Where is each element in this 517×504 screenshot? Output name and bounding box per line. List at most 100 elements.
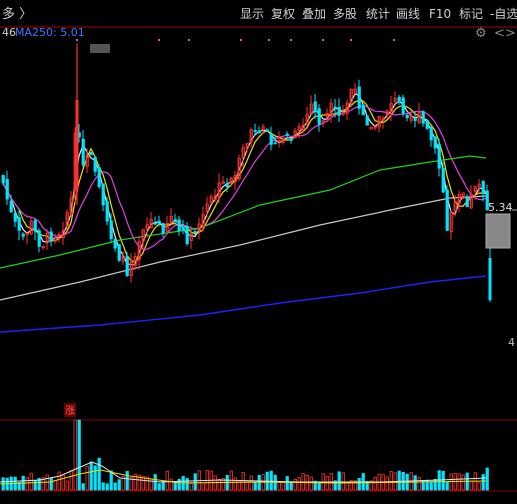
event-dot — [240, 39, 242, 41]
volume-bar — [297, 477, 301, 491]
candle-body — [9, 200, 13, 213]
event-dot — [322, 39, 324, 41]
candle-body — [257, 130, 261, 134]
volume-bar — [461, 474, 465, 491]
event-dot — [268, 39, 270, 41]
volume-bar — [145, 476, 149, 491]
volume-bar — [417, 477, 421, 491]
volume-bar — [269, 470, 273, 491]
volume-bar — [445, 481, 449, 491]
event-dot — [158, 39, 160, 41]
candle-body — [485, 190, 489, 211]
candle-body — [161, 223, 165, 234]
candle-body — [85, 154, 89, 167]
volume-bar — [57, 471, 61, 491]
candle-body — [21, 233, 25, 237]
candle-body — [317, 108, 321, 125]
right-axis-digit: 4 — [508, 336, 515, 349]
volume-bar — [317, 482, 321, 491]
candle-body — [225, 183, 229, 187]
candle-body — [201, 213, 205, 228]
candle-body — [429, 126, 433, 141]
candle-body — [277, 140, 281, 143]
candle-body — [245, 143, 249, 149]
toolbar-button-0[interactable]: 显示 — [240, 7, 264, 21]
candle-body — [181, 226, 185, 230]
candle-body — [453, 201, 457, 212]
candle-body — [149, 218, 153, 229]
candle-body — [477, 183, 481, 187]
event-dot — [393, 39, 395, 41]
candle-body — [109, 220, 113, 239]
candle-body — [105, 201, 109, 222]
candle-body — [488, 258, 492, 300]
volume-bar — [485, 467, 489, 491]
candle-body — [69, 198, 73, 215]
toolbar-button-1[interactable]: 复权 — [271, 7, 295, 21]
candle-body — [329, 102, 333, 117]
volume-bar — [113, 482, 117, 491]
volume-bar — [85, 466, 89, 491]
toolbar-button-5[interactable]: 画线 — [396, 7, 420, 21]
candle-body — [113, 239, 117, 249]
gear-icon[interactable]: ⚙ — [475, 26, 487, 41]
volume-bar — [109, 470, 113, 491]
volume-bar — [349, 480, 353, 491]
candle-body — [209, 196, 213, 204]
candle-body — [361, 104, 365, 116]
candle-body — [301, 124, 305, 130]
volume-bar — [137, 474, 141, 491]
candle-body — [253, 130, 257, 132]
candle-body — [337, 106, 341, 116]
candle-body — [41, 246, 45, 249]
candle-body — [265, 129, 269, 132]
toolbar-button-6[interactable]: F10 — [429, 7, 451, 21]
candle-body — [445, 189, 449, 231]
candle-body — [53, 237, 57, 242]
candle-body — [49, 231, 53, 242]
candle-body — [81, 138, 85, 166]
toolbar-button-4[interactable]: 统计 — [366, 7, 390, 21]
candle-body — [13, 212, 17, 222]
volume-bar — [365, 481, 369, 491]
volume-bar — [441, 470, 445, 491]
candle-body — [333, 106, 337, 109]
volume-ma-lines — [0, 461, 487, 485]
candles — [1, 44, 492, 302]
candle-body — [157, 220, 161, 224]
candle-body — [381, 118, 385, 121]
candle-body — [145, 224, 149, 230]
volume-bar — [257, 474, 261, 491]
candle-body — [249, 129, 253, 143]
volume-bar — [129, 477, 133, 491]
volume-bar — [73, 419, 77, 491]
volume-bar — [141, 475, 145, 491]
volume-bar — [193, 473, 197, 491]
chevron-right-icon[interactable]: < — [494, 26, 505, 41]
volume-bar — [289, 482, 293, 491]
candle-body — [29, 220, 33, 235]
toolbar-button-7[interactable]: 标记 — [459, 7, 483, 21]
candle-body — [481, 181, 485, 194]
candle-body — [285, 133, 289, 136]
candle-body — [357, 86, 361, 109]
volume-bar — [389, 471, 393, 491]
volume-bar — [173, 481, 177, 491]
limit-up-tag: 涨 — [65, 405, 75, 417]
candle-body — [309, 103, 313, 115]
volume-bar — [25, 477, 29, 491]
toolbar-button-8[interactable]: -自选 — [490, 7, 517, 21]
ma250-line — [0, 275, 487, 333]
chevron-left-icon[interactable]: > — [505, 26, 516, 41]
candle-body — [237, 157, 241, 180]
volume-bar — [221, 478, 225, 491]
candle-body — [273, 142, 277, 145]
toolbar-button-3[interactable]: 多股 — [333, 7, 357, 21]
volume-bar — [293, 479, 297, 491]
toolbar-left-label[interactable]: 多 〉 — [2, 6, 32, 22]
candle-body — [377, 115, 381, 128]
toolbar: 多 〉 显示 复权 叠加 多股 统计 画线 F10 标记 -自选 — [0, 6, 517, 28]
toolbar-button-2[interactable]: 叠加 — [302, 7, 326, 21]
volume-bar — [125, 471, 129, 491]
